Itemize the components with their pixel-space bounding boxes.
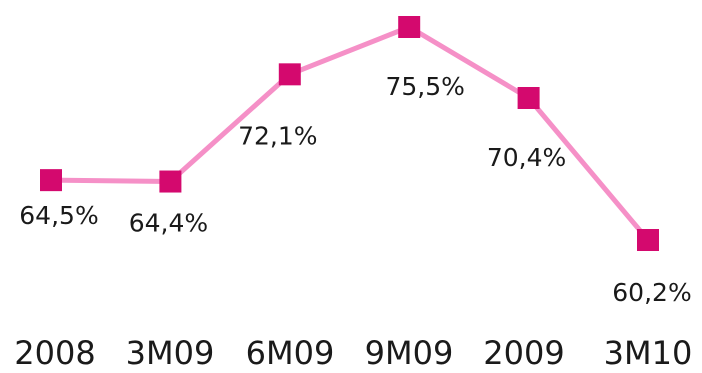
x-axis-tick-label: 6M09	[246, 334, 335, 372]
data-label: 64,4%	[129, 209, 208, 238]
x-axis-tick-label: 3M10	[604, 334, 693, 372]
data-point-marker	[518, 87, 540, 109]
data-label: 70,4%	[487, 143, 566, 172]
data-point-marker	[40, 169, 62, 191]
data-point-marker	[279, 63, 301, 85]
x-axis-tick-label: 9M09	[365, 334, 454, 372]
x-axis-tick-label: 3M09	[126, 334, 215, 372]
data-label: 72,1%	[238, 121, 317, 150]
data-labels-group: 64,5% 64,4% 72,1% 75,5% 70,4% 60,2%	[19, 72, 691, 307]
data-point-marker	[159, 171, 181, 193]
x-axis-tick-label: 2008	[14, 334, 95, 372]
data-label: 75,5%	[385, 72, 464, 101]
data-point-marker	[398, 16, 420, 38]
x-axis-tick-label: 2009	[483, 334, 564, 372]
x-axis-tick-labels: 2008 3M09 6M09 9M09 2009 3M10	[14, 334, 692, 372]
data-label: 64,5%	[19, 201, 98, 230]
data-point-marker	[637, 229, 659, 251]
data-label: 60,2%	[612, 278, 691, 307]
